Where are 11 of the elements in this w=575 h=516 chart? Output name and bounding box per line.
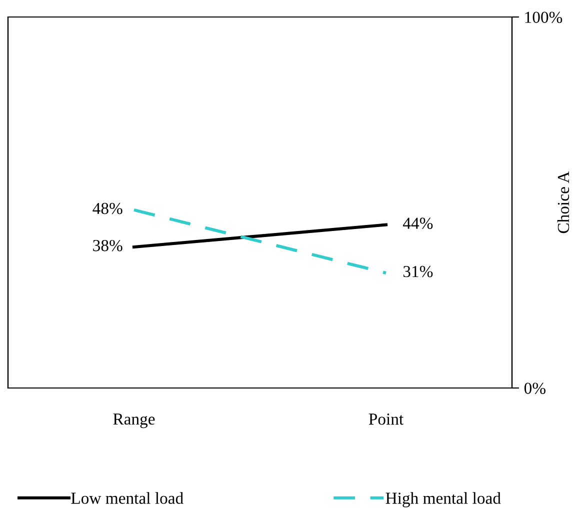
data-label: 48% <box>92 202 122 214</box>
y2-tick-label: 0% <box>524 382 546 394</box>
legend-label: Low mental load <box>71 492 184 504</box>
y2-tick-label: 100% <box>525 12 562 23</box>
data-label: 31% <box>403 266 433 278</box>
y2-axis-title: Choice A <box>557 171 570 234</box>
x-tick-label: Range <box>113 414 155 428</box>
data-label: 38% <box>93 240 122 252</box>
x-tick-label: Point <box>368 414 404 425</box>
data-label: 44% <box>402 218 433 229</box>
legend-label: High mental load <box>386 492 501 508</box>
